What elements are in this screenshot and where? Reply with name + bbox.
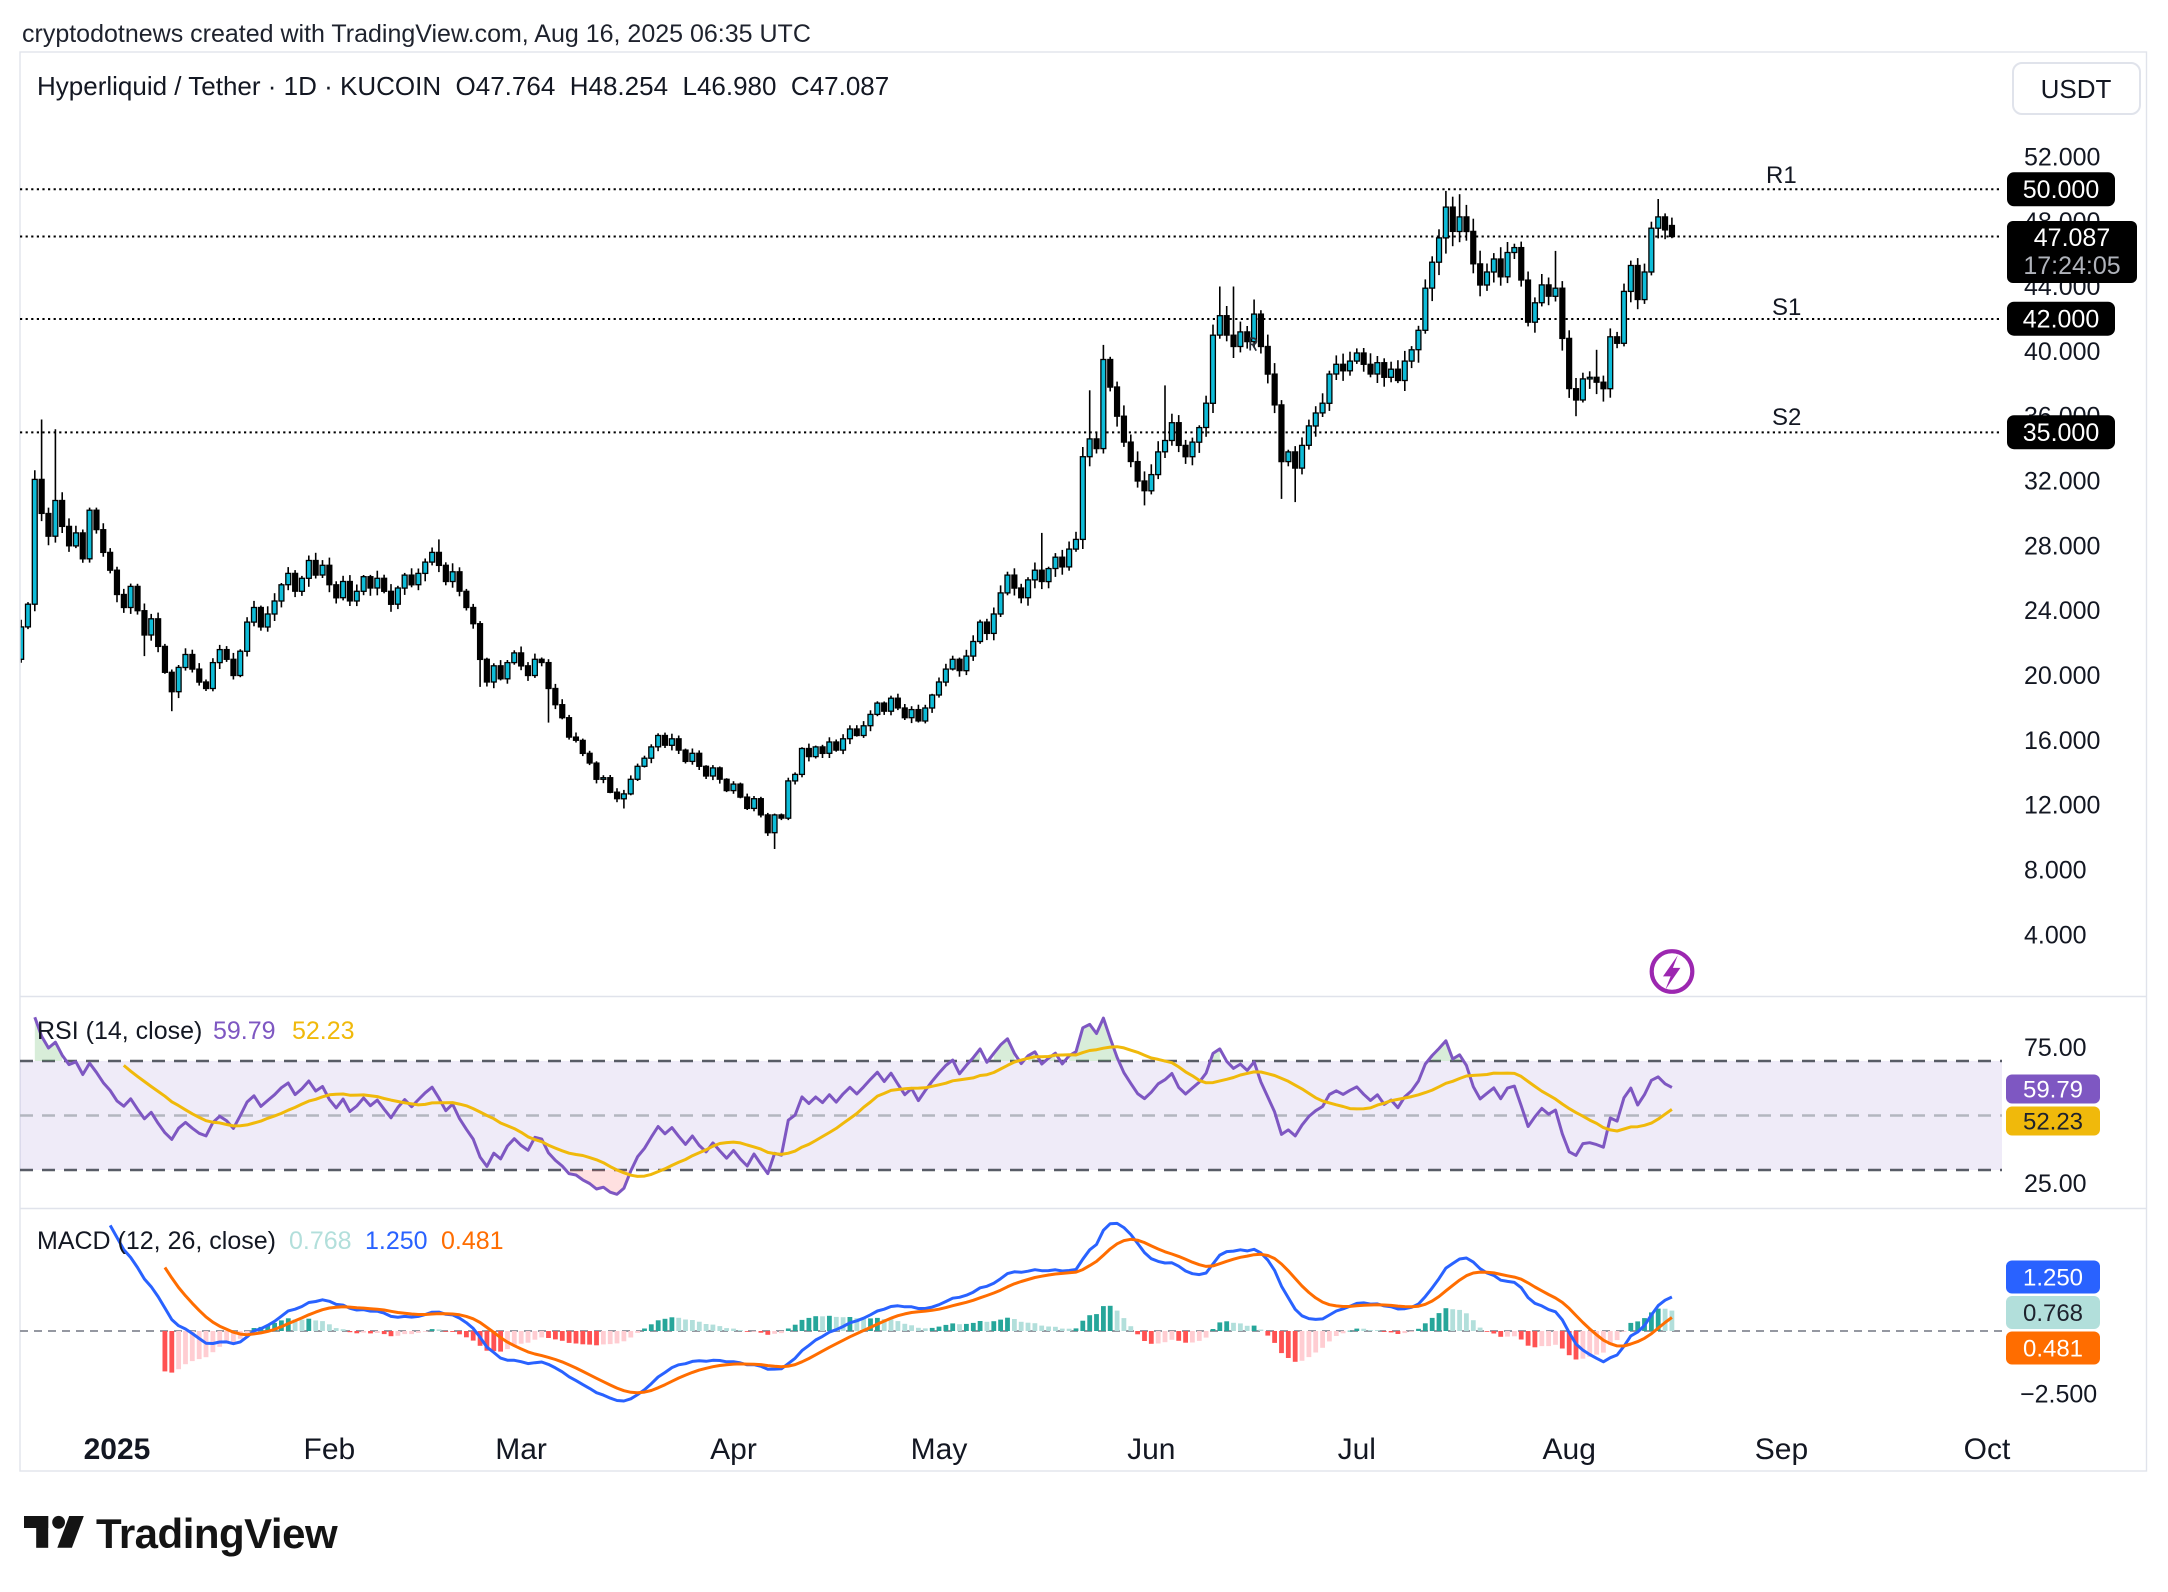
svg-text:24.000: 24.000: [2024, 597, 2100, 625]
svg-text:R1: R1: [1766, 162, 1797, 189]
svg-text:Apr: Apr: [710, 1433, 757, 1466]
svg-text:0.481: 0.481: [441, 1227, 504, 1255]
svg-text:75.00: 75.00: [2024, 1034, 2087, 1062]
svg-text:−2.500: −2.500: [2020, 1381, 2097, 1409]
svg-text:20.000: 20.000: [2024, 662, 2100, 690]
svg-text:0.481: 0.481: [2023, 1335, 2083, 1362]
svg-text:S1: S1: [1772, 294, 1801, 321]
svg-text:0.768: 0.768: [2023, 1300, 2083, 1327]
svg-text:Jul: Jul: [1338, 1433, 1376, 1466]
svg-text:Mar: Mar: [495, 1433, 547, 1466]
svg-text:Feb: Feb: [304, 1433, 356, 1466]
svg-text:Sep: Sep: [1755, 1433, 1808, 1466]
svg-text:52.23: 52.23: [2023, 1108, 2083, 1135]
svg-text:40.000: 40.000: [2024, 338, 2100, 366]
svg-text:25.00: 25.00: [2024, 1170, 2087, 1198]
svg-text:Jun: Jun: [1127, 1433, 1175, 1466]
svg-text:MACD (12, 26, close): MACD (12, 26, close): [37, 1227, 276, 1255]
svg-text:50.000: 50.000: [2023, 176, 2099, 204]
svg-text:17:24:05: 17:24:05: [2023, 252, 2120, 280]
svg-text:52.000: 52.000: [2024, 143, 2100, 171]
svg-text:May: May: [911, 1433, 968, 1466]
svg-text:47.087: 47.087: [2034, 224, 2110, 252]
svg-text:35.000: 35.000: [2023, 419, 2099, 447]
svg-text:USDT: USDT: [2041, 74, 2112, 104]
svg-text:cryptodotnews created with Tra: cryptodotnews created with TradingView.c…: [22, 20, 811, 48]
svg-text:1.250: 1.250: [2023, 1264, 2083, 1291]
svg-text:Aug: Aug: [1543, 1433, 1596, 1466]
svg-text:1.250: 1.250: [365, 1227, 428, 1255]
svg-text:59.79: 59.79: [213, 1017, 276, 1045]
svg-text:52.23: 52.23: [292, 1017, 355, 1045]
svg-text:59.79: 59.79: [2023, 1076, 2083, 1103]
svg-text:8.000: 8.000: [2024, 857, 2087, 885]
svg-text:RSI (14, close): RSI (14, close): [37, 1017, 202, 1045]
svg-text:32.000: 32.000: [2024, 468, 2100, 496]
svg-text:12.000: 12.000: [2024, 792, 2100, 820]
svg-text:16.000: 16.000: [2024, 727, 2100, 755]
svg-text:Hyperliquid / Tether · 1D · KU: Hyperliquid / Tether · 1D · KUCOIN O47.7…: [37, 71, 889, 101]
svg-text:Oct: Oct: [1964, 1433, 2011, 1466]
svg-text:28.000: 28.000: [2024, 532, 2100, 560]
svg-text:S2: S2: [1772, 404, 1801, 431]
svg-text:0.768: 0.768: [289, 1227, 352, 1255]
svg-text:42.000: 42.000: [2023, 305, 2099, 333]
svg-text:TradingView: TradingView: [96, 1510, 338, 1557]
svg-text:4.000: 4.000: [2024, 921, 2087, 949]
svg-text:2025: 2025: [84, 1433, 151, 1466]
